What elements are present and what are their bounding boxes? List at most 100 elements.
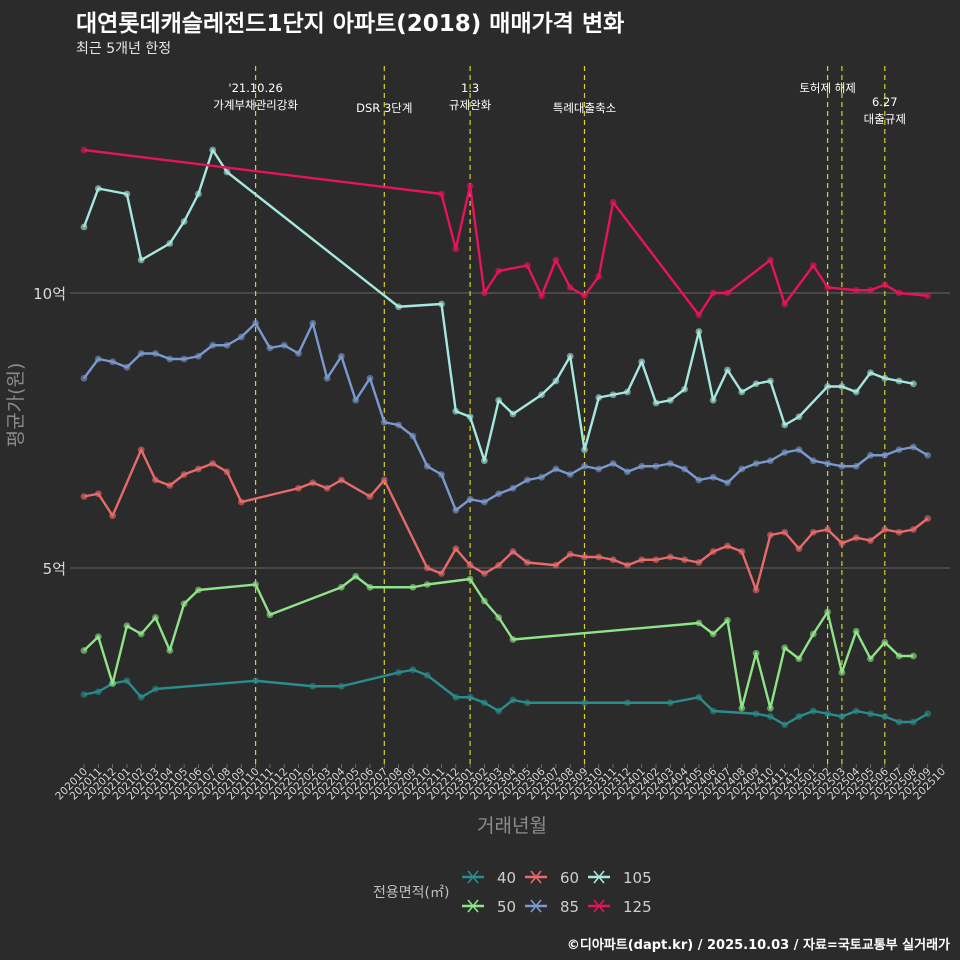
x-axis: 2020102020112020122021012021022021032021… xyxy=(53,764,948,802)
point-85 xyxy=(280,341,288,349)
point-85 xyxy=(152,350,159,357)
point-125 xyxy=(695,311,703,319)
point-40 xyxy=(895,718,903,726)
point-85 xyxy=(795,446,803,454)
point-60 xyxy=(666,553,674,561)
point-85 xyxy=(94,355,102,363)
event-label: 6.27 xyxy=(872,95,898,109)
point-125 xyxy=(438,190,445,198)
point-85 xyxy=(237,333,245,341)
point-85 xyxy=(752,460,760,467)
legend-label-85: 85 xyxy=(560,898,579,916)
point-40 xyxy=(795,713,803,720)
point-50 xyxy=(495,614,503,621)
point-40 xyxy=(252,677,259,685)
point-60 xyxy=(709,548,717,555)
point-60 xyxy=(781,528,789,536)
point-105 xyxy=(895,377,903,385)
point-85 xyxy=(652,462,660,470)
point-50 xyxy=(109,680,116,687)
point-85 xyxy=(495,490,503,498)
point-60 xyxy=(809,528,817,536)
point-85 xyxy=(366,374,374,382)
point-85 xyxy=(767,457,774,465)
legend: 전용면적(㎡) 40 50 60 85 105 125 xyxy=(373,869,652,916)
point-60 xyxy=(552,561,560,569)
point-40 xyxy=(752,710,760,718)
event-label: DSR 3단계 xyxy=(356,101,412,115)
point-85 xyxy=(80,374,88,382)
point-85 xyxy=(738,465,746,473)
point-125 xyxy=(595,273,603,280)
point-40 xyxy=(495,707,503,715)
point-85 xyxy=(395,421,402,429)
point-85 xyxy=(724,479,731,487)
series-line-50 xyxy=(83,575,914,710)
point-60 xyxy=(609,556,617,564)
point-60 xyxy=(466,561,474,569)
point-105 xyxy=(852,388,860,396)
event-lines: '21.10.26 가계부채관리강화 DSR 3단계 1.3 규제완화 특례대출축소 토허제… xyxy=(213,66,906,764)
point-85 xyxy=(566,471,574,478)
point-60 xyxy=(137,446,145,454)
point-50 xyxy=(752,649,760,657)
point-50 xyxy=(910,652,917,660)
point-85 xyxy=(166,355,174,363)
point-125 xyxy=(809,262,817,269)
point-50 xyxy=(509,636,517,643)
point-40 xyxy=(94,688,102,696)
point-105 xyxy=(609,391,617,399)
legend-label-125: 125 xyxy=(623,898,652,916)
point-40 xyxy=(152,685,159,693)
point-50 xyxy=(738,704,746,712)
legend-label-105: 105 xyxy=(623,869,652,887)
point-125 xyxy=(767,256,774,264)
point-125 xyxy=(523,262,531,269)
point-50 xyxy=(94,633,102,641)
point-105 xyxy=(824,383,831,390)
point-60 xyxy=(481,570,488,577)
point-50 xyxy=(767,704,774,712)
point-105 xyxy=(795,413,803,421)
point-105 xyxy=(509,410,517,418)
point-85 xyxy=(624,468,631,476)
point-60 xyxy=(852,534,860,542)
point-105 xyxy=(910,380,917,388)
point-60 xyxy=(581,553,588,561)
legend-marker-125 xyxy=(593,899,605,913)
point-60 xyxy=(223,468,231,476)
point-85 xyxy=(838,462,846,470)
point-85 xyxy=(180,355,188,363)
point-105 xyxy=(709,396,717,404)
point-105 xyxy=(638,358,646,366)
point-60 xyxy=(295,484,302,492)
point-125 xyxy=(709,289,717,297)
point-105 xyxy=(123,190,131,198)
point-60 xyxy=(366,493,374,500)
point-60 xyxy=(80,493,88,500)
legend-title: 전용면적(㎡) xyxy=(373,885,449,901)
point-60 xyxy=(738,548,746,555)
point-40 xyxy=(481,699,488,707)
point-50 xyxy=(466,575,474,583)
point-50 xyxy=(266,611,274,619)
point-40 xyxy=(338,682,345,690)
point-85 xyxy=(195,352,202,360)
point-85 xyxy=(852,462,860,470)
point-60 xyxy=(724,542,731,550)
point-50 xyxy=(409,583,417,591)
x-axis-title: 거래년월 xyxy=(477,815,547,837)
legend-label-40: 40 xyxy=(497,869,516,887)
point-105 xyxy=(781,421,789,429)
point-60 xyxy=(881,526,889,533)
point-50 xyxy=(709,630,717,638)
point-40 xyxy=(838,713,846,720)
point-50 xyxy=(195,586,202,594)
y-tick-label: 5억 xyxy=(43,560,66,578)
point-85 xyxy=(509,484,517,492)
point-60 xyxy=(867,537,874,544)
point-125 xyxy=(452,245,460,253)
point-105 xyxy=(738,388,746,396)
event-label: 토허제 해제 xyxy=(799,81,856,95)
legend-marker-105 xyxy=(593,870,605,884)
